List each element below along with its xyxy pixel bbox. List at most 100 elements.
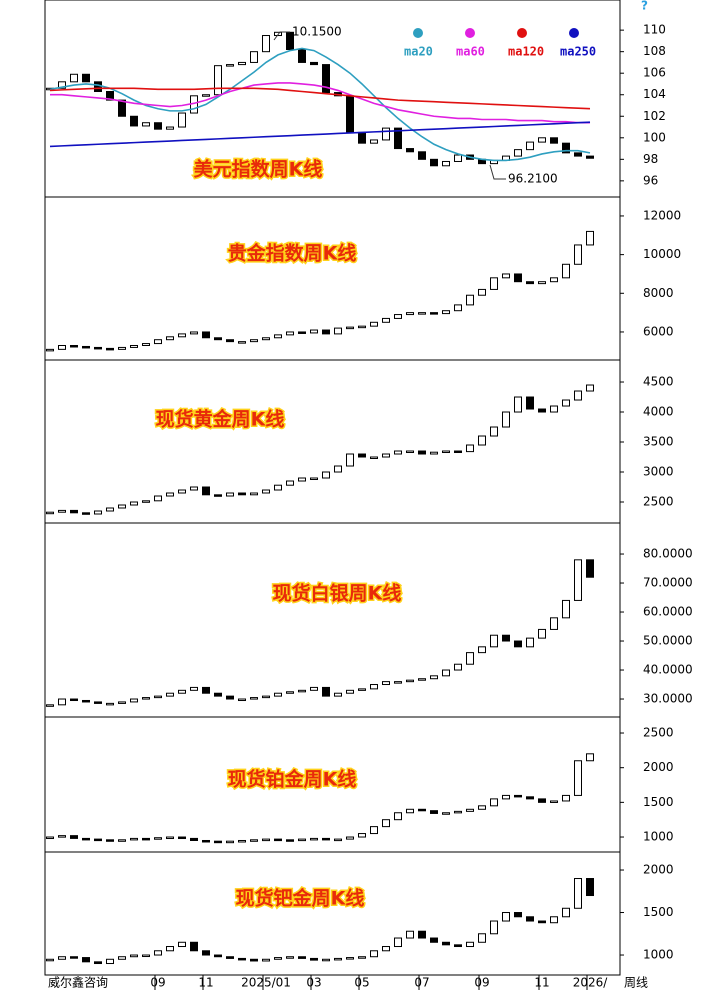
candle <box>346 836 354 840</box>
legend-label: ma20 <box>404 45 433 59</box>
candle <box>58 698 66 706</box>
candle <box>322 64 330 94</box>
candle <box>406 808 414 814</box>
candle <box>166 946 174 952</box>
candle <box>58 956 66 960</box>
y-tick-label: 106 <box>643 66 666 80</box>
candle <box>214 840 222 844</box>
candle <box>70 956 78 959</box>
candle <box>382 681 390 686</box>
candle <box>358 453 366 458</box>
x-tick-label: 11 <box>198 976 213 990</box>
y-tick-label: 4500 <box>643 375 674 389</box>
candle <box>82 699 90 703</box>
y-tick-label: 12000 <box>643 208 681 222</box>
candle <box>154 695 162 699</box>
candle <box>274 692 282 697</box>
y-tick-label: 4000 <box>643 405 674 419</box>
candle <box>466 294 474 306</box>
ma-line <box>49 121 591 148</box>
candle <box>454 810 462 814</box>
candle <box>538 920 546 924</box>
candle <box>562 263 570 279</box>
candle <box>106 702 114 706</box>
candle <box>370 321 378 327</box>
candle <box>106 958 114 965</box>
candle <box>370 826 378 835</box>
candle <box>406 148 414 153</box>
candle <box>586 559 594 578</box>
candle <box>358 325 366 329</box>
candle <box>94 838 102 842</box>
candle <box>202 94 210 97</box>
y-tick-label: 30.0000 <box>643 692 693 706</box>
candle <box>322 686 330 697</box>
candle <box>334 957 342 961</box>
candle <box>370 950 378 958</box>
candle <box>190 486 198 491</box>
candle <box>262 838 270 842</box>
candle <box>166 336 174 341</box>
candle <box>358 956 366 959</box>
candle <box>586 384 594 392</box>
candle <box>142 697 150 700</box>
candle <box>394 314 402 319</box>
candle <box>514 396 522 413</box>
candle <box>250 697 258 700</box>
y-tick-label: 2000 <box>643 863 674 877</box>
candle <box>190 686 198 691</box>
candle <box>274 957 282 960</box>
candle <box>322 329 330 335</box>
candle <box>82 837 90 841</box>
y-tick-label: 98 <box>643 152 658 166</box>
period: 周线 <box>624 976 648 990</box>
candle <box>226 695 234 700</box>
candle <box>322 837 330 841</box>
candle <box>406 930 414 939</box>
candle <box>562 907 570 918</box>
candle <box>142 122 150 127</box>
candle <box>262 35 270 53</box>
candle <box>406 312 414 316</box>
y-tick-label: 104 <box>643 87 666 101</box>
legend-label: ma120 <box>508 45 544 59</box>
y-tick-label: 96 <box>643 173 658 187</box>
candle <box>214 954 222 958</box>
candle <box>58 509 66 513</box>
candle <box>298 331 306 334</box>
candle <box>346 689 354 694</box>
candle <box>430 937 438 943</box>
candle <box>190 941 198 952</box>
help-icon[interactable]: ? <box>641 0 648 13</box>
candle <box>226 956 234 959</box>
candle <box>382 127 390 141</box>
candle <box>562 794 570 802</box>
candle <box>82 73 90 83</box>
candle <box>94 346 102 350</box>
candle <box>310 61 318 66</box>
y-tick-label: 60.0000 <box>643 605 693 619</box>
candle <box>490 277 498 290</box>
x-tick-label: 2026/ <box>573 976 609 990</box>
candle <box>418 930 426 939</box>
candle <box>190 331 198 335</box>
y-tick-label: 2500 <box>643 726 674 740</box>
candle <box>478 805 486 810</box>
candle <box>70 835 78 839</box>
candle <box>562 142 570 154</box>
candle <box>418 151 426 160</box>
candle <box>118 701 126 704</box>
candle <box>502 794 510 800</box>
x-tick-label: 05 <box>354 976 369 990</box>
candle <box>430 158 438 167</box>
candle <box>298 838 306 842</box>
candle <box>262 695 270 699</box>
candle <box>94 961 102 965</box>
candle <box>526 637 534 648</box>
candle <box>550 137 558 144</box>
candle <box>310 686 318 691</box>
candle <box>178 489 186 494</box>
candle <box>466 941 474 948</box>
panel-title: 贵金指数周K线 <box>228 242 357 265</box>
candle <box>202 950 210 956</box>
